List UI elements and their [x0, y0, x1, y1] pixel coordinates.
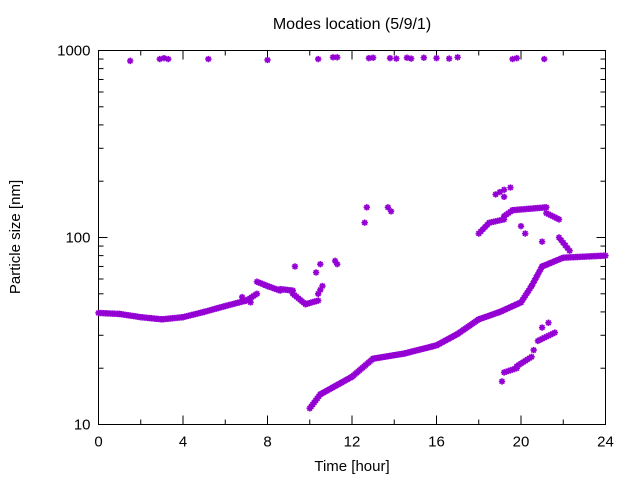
data-point [156, 55, 163, 63]
data-point [557, 236, 565, 244]
data-point [205, 55, 212, 63]
x-tick-label: 12 [344, 434, 361, 451]
plot-frame [98, 50, 606, 425]
data-point [564, 244, 571, 252]
x-tick-label: 20 [513, 434, 530, 451]
data-point [562, 242, 569, 249]
data-point [555, 234, 563, 241]
data-point [317, 286, 324, 294]
data-point [165, 55, 172, 63]
data-point [393, 55, 400, 62]
data-point [543, 204, 550, 211]
data-point [537, 266, 544, 273]
data-point [331, 257, 339, 265]
y-tick-label: 100 [65, 230, 90, 247]
data-point [551, 329, 558, 336]
data-point [528, 353, 535, 361]
data-point [238, 293, 246, 301]
data-point [315, 55, 322, 63]
data-point [361, 219, 368, 226]
data-point [507, 184, 514, 191]
x-tick-label: 24 [597, 434, 614, 451]
y-tick-label: 10 [74, 417, 91, 434]
data-point [329, 54, 337, 61]
y-tick-label: 1000 [57, 43, 90, 60]
data-point [528, 282, 535, 290]
data-point [334, 260, 341, 268]
chart-title: Modes location (5/9/1) [273, 16, 431, 33]
data-point [517, 222, 525, 230]
data-point [319, 282, 326, 290]
data-point [403, 54, 411, 61]
data-point [445, 55, 453, 62]
data-point [534, 271, 541, 279]
x-tick-label: 4 [179, 434, 187, 451]
tick-labels: 0 4 8 12 16 20 24 10 100 1000 [57, 43, 614, 451]
data-point [264, 56, 271, 64]
data-point [555, 216, 563, 223]
data-point [522, 230, 529, 237]
data-point [560, 239, 567, 246]
data-point [420, 54, 428, 61]
x-tick-label: 16 [428, 434, 445, 451]
data-point [315, 290, 322, 297]
x-tick-label: 0 [94, 434, 102, 451]
data-point [509, 55, 516, 63]
data-point [498, 378, 506, 385]
data-point [545, 319, 552, 326]
x-tick-label: 8 [263, 434, 271, 451]
data-point [535, 268, 543, 276]
data-point [387, 208, 395, 215]
data-point [291, 263, 299, 270]
data-point [247, 299, 254, 306]
data-point [530, 346, 537, 354]
y-axis-label: Particle size [nm] [7, 180, 24, 294]
data-point [384, 204, 392, 211]
data-point [492, 191, 499, 198]
data-point [496, 188, 504, 196]
data-point [317, 260, 324, 268]
data-point [334, 54, 341, 61]
data-point [363, 204, 370, 211]
data-point [531, 277, 538, 284]
data-point [126, 57, 134, 65]
data-point [500, 193, 508, 201]
data-point [529, 280, 537, 287]
data-point [369, 54, 377, 61]
data-point [513, 54, 520, 62]
data-point [315, 297, 322, 304]
data-point [538, 238, 546, 245]
data-point [538, 324, 546, 331]
data-point [602, 252, 609, 259]
data-point [532, 274, 540, 281]
data-point [160, 54, 168, 62]
axis-ticks [98, 50, 606, 425]
data-points [95, 54, 609, 412]
data-point [253, 290, 261, 297]
data-point [312, 269, 320, 276]
data-point [541, 55, 548, 63]
data-point [566, 247, 573, 254]
data-point [500, 186, 508, 193]
data-point [454, 54, 461, 61]
data-point [433, 54, 440, 62]
data-point [386, 54, 394, 62]
x-axis-label: Time [hour] [314, 458, 389, 475]
data-point [365, 54, 373, 62]
data-point [407, 55, 415, 62]
